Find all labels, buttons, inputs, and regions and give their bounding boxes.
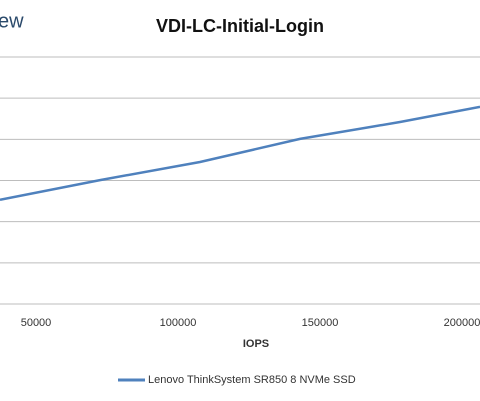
legend-label: Lenovo ThinkSystem SR850 8 NVMe SSD <box>148 374 356 386</box>
series-line <box>0 105 480 202</box>
x-tick-label: 200000 <box>444 317 480 329</box>
x-tick-label: 50000 <box>21 317 52 329</box>
x-tick-label: 100000 <box>160 317 197 329</box>
chart-title: VDI-LC-Initial-Login <box>156 16 324 36</box>
logo-text: ew <box>0 10 24 32</box>
x-tick-label: 150000 <box>302 317 339 329</box>
x-axis-label: IOPS <box>243 338 269 350</box>
